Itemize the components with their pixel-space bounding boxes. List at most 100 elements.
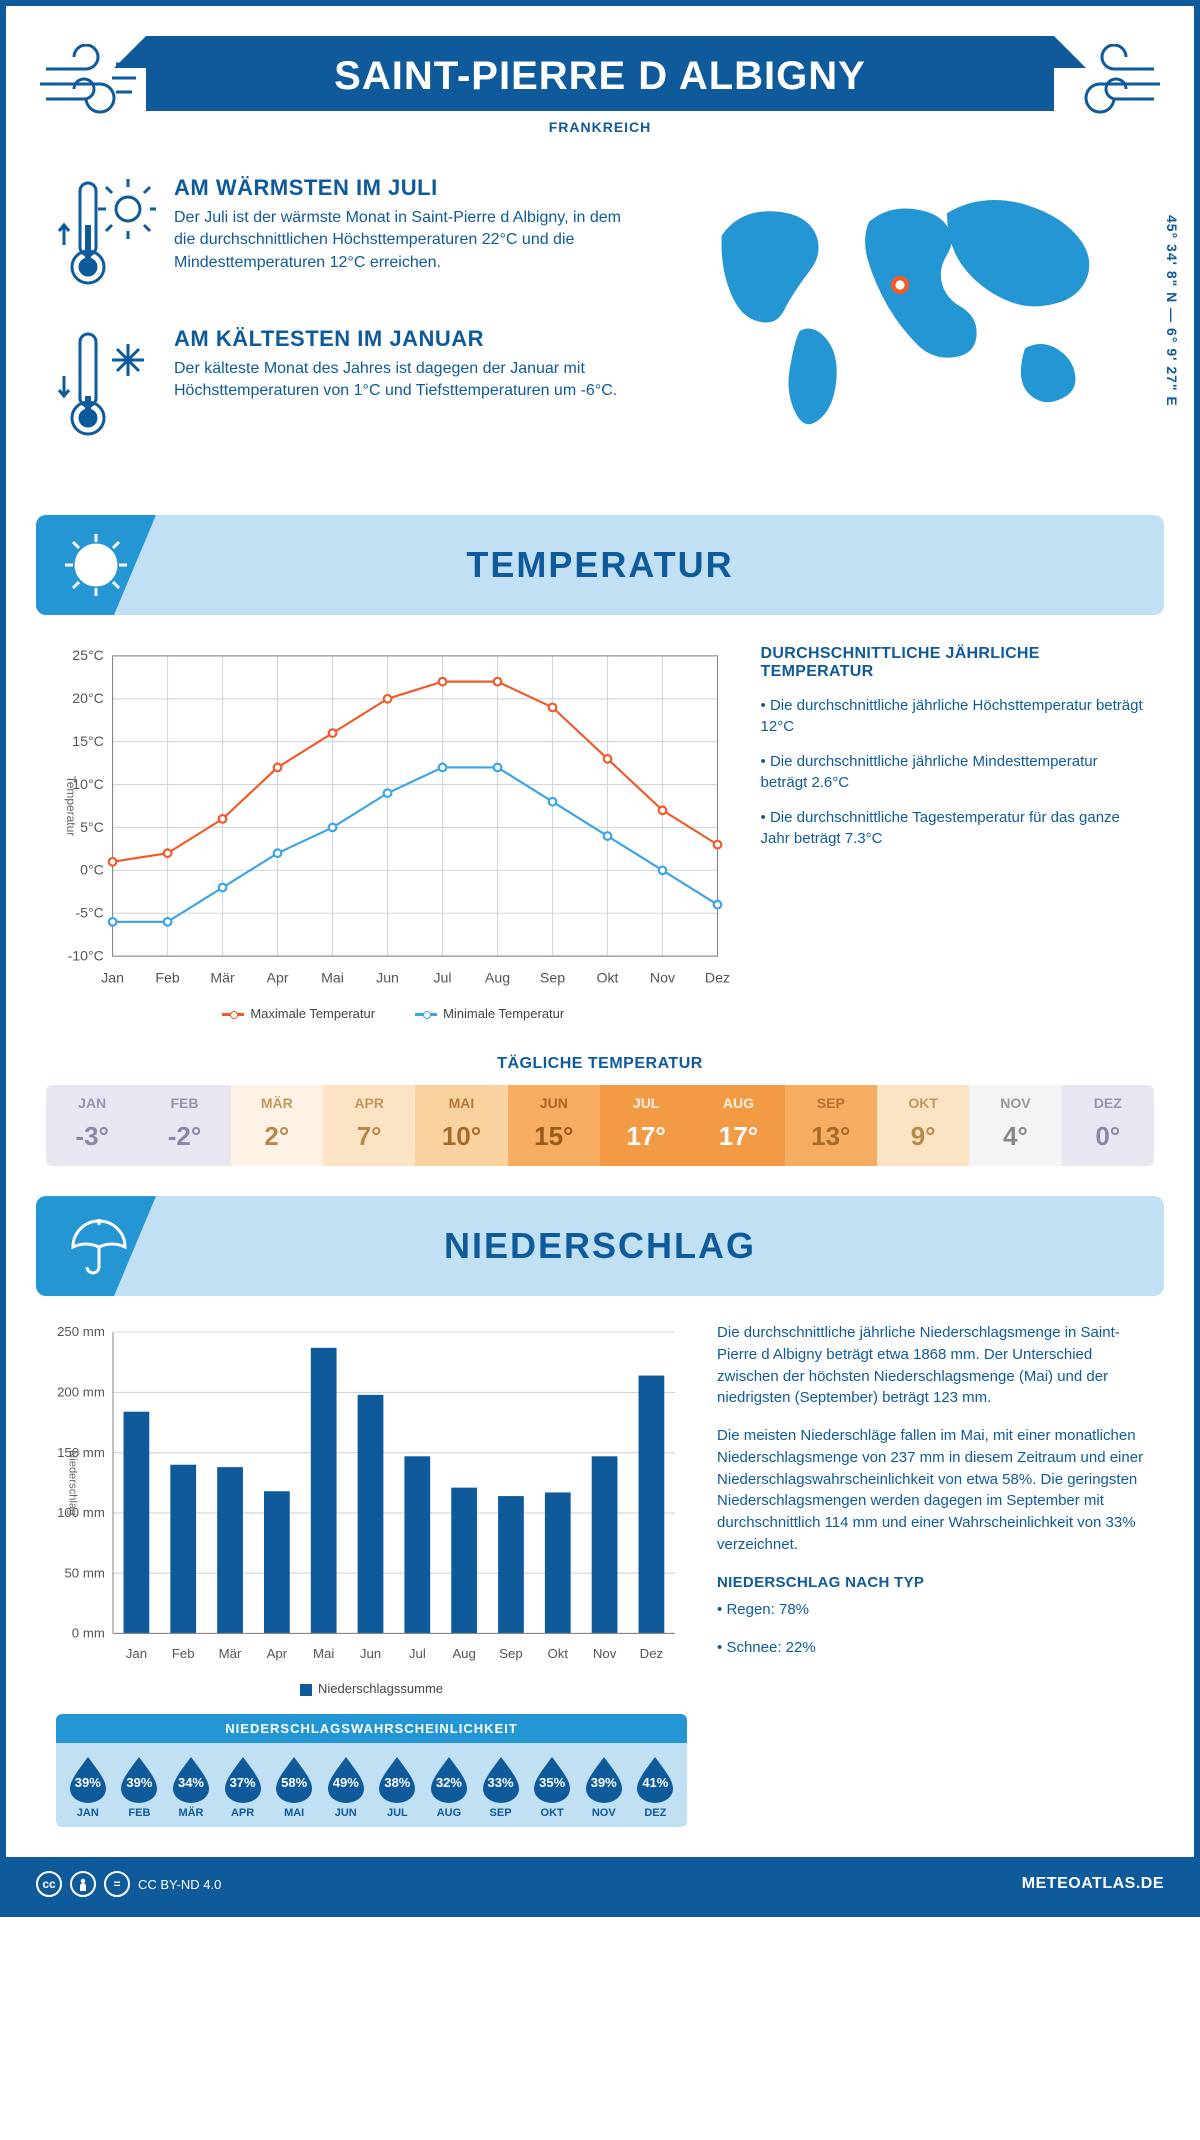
raindrop-icon: 58%: [272, 1755, 316, 1803]
daily-temp-title: TÄGLICHE TEMPERATUR: [6, 1055, 1194, 1073]
svg-text:Niederschlag: Niederschlag: [66, 1450, 78, 1515]
svg-text:Aug: Aug: [485, 969, 510, 985]
svg-text:Jan: Jan: [101, 969, 124, 985]
svg-text:Jul: Jul: [433, 969, 451, 985]
raindrop-icon: 34%: [169, 1755, 213, 1803]
svg-text:250 mm: 250 mm: [57, 1324, 105, 1339]
svg-text:Feb: Feb: [172, 1646, 195, 1661]
legend-precip-label: Niederschlagssumme: [318, 1681, 443, 1696]
prob-cell: 39% NOV: [578, 1755, 630, 1819]
svg-text:Jun: Jun: [360, 1646, 381, 1661]
precip-p1: Die durchschnittliche jährliche Niedersc…: [717, 1322, 1144, 1409]
precipitation-summary: Die durchschnittliche jährliche Niedersc…: [717, 1322, 1144, 1827]
temperature-legend: Maximale Temperatur Minimale Temperatur: [56, 1006, 731, 1021]
daily-cell: JUN15°: [508, 1085, 600, 1166]
fact-warmest-text: Der Juli ist der wärmste Monat in Saint-…: [174, 207, 633, 274]
country-label: FRANKREICH: [6, 119, 1194, 135]
raindrop-icon: 35%: [530, 1755, 574, 1803]
page-title: SAINT-PIERRE D ALBIGNY: [186, 54, 1014, 99]
precip-p2: Die meisten Niederschläge fallen im Mai,…: [717, 1425, 1144, 1556]
daily-cell: APR7°: [323, 1085, 415, 1166]
temperature-line-chart: -10°C-5°C0°C5°C10°C15°C20°C25°CJanFebMär…: [56, 645, 731, 1021]
prob-title: NIEDERSCHLAGSWAHRSCHEINLICHKEIT: [56, 1714, 687, 1743]
raindrop-icon: 39%: [66, 1755, 110, 1803]
raindrop-icon: 32%: [427, 1755, 471, 1803]
svg-text:0 mm: 0 mm: [72, 1626, 105, 1641]
daily-cell: JUL17°: [600, 1085, 692, 1166]
prob-cell: 39% JAN: [62, 1755, 114, 1819]
precip-probability-panel: NIEDERSCHLAGSWAHRSCHEINLICHKEIT 39% JAN …: [56, 1714, 687, 1827]
prob-cell: 58% MAI: [268, 1755, 320, 1819]
daily-cell: FEB-2°: [138, 1085, 230, 1166]
daily-cell: NOV4°: [969, 1085, 1061, 1166]
svg-text:Mär: Mär: [210, 969, 235, 985]
svg-text:Dez: Dez: [640, 1646, 664, 1661]
nd-icon: =: [104, 1871, 130, 1897]
temp-bullet-3: • Die durchschnittliche Tagestemperatur …: [761, 807, 1144, 849]
svg-text:15°C: 15°C: [72, 733, 104, 749]
svg-text:Okt: Okt: [597, 969, 619, 985]
fact-coldest: AM KÄLTESTEN IM JANUAR Der kälteste Mona…: [56, 326, 633, 451]
svg-text:Aug: Aug: [452, 1646, 476, 1661]
temp-bullet-2: • Die durchschnittliche jährliche Mindes…: [761, 751, 1144, 793]
svg-text:Sep: Sep: [540, 969, 565, 985]
prob-cell: 34% MÄR: [165, 1755, 217, 1819]
precipitation-bar-chart: 0 mm50 mm100 mm150 mm200 mm250 mmJanFebM…: [56, 1322, 687, 1827]
svg-text:Jan: Jan: [126, 1646, 147, 1661]
raindrop-icon: 41%: [633, 1755, 677, 1803]
prob-cell: 33% SEP: [475, 1755, 527, 1819]
daily-cell: SEP13°: [785, 1085, 877, 1166]
precip-type-b2: • Schnee: 22%: [717, 1637, 1144, 1659]
svg-text:Apr: Apr: [267, 969, 289, 985]
svg-text:0°C: 0°C: [80, 862, 104, 878]
precipitation-legend: Niederschlagssumme: [56, 1681, 687, 1696]
svg-text:Jun: Jun: [376, 969, 399, 985]
raindrop-icon: 39%: [582, 1755, 626, 1803]
fact-warmest-title: AM WÄRMSTEN IM JULI: [174, 175, 633, 201]
raindrop-icon: 39%: [117, 1755, 161, 1803]
svg-text:-5°C: -5°C: [75, 905, 103, 921]
svg-text:-10°C: -10°C: [68, 948, 104, 964]
raindrop-icon: 49%: [324, 1755, 368, 1803]
svg-text:Temperatur: Temperatur: [64, 776, 78, 836]
site-label: METEOATLAS.DE: [1022, 1875, 1164, 1893]
coordinates-label: 45° 34' 8" N — 6° 9' 27" E: [1164, 215, 1180, 407]
footer: cc = CC BY-ND 4.0 METEOATLAS.DE: [6, 1857, 1194, 1911]
svg-text:Sep: Sep: [499, 1646, 523, 1661]
prob-cell: 39% FEB: [114, 1755, 166, 1819]
daily-temp-grid: JAN-3°FEB-2°MÄR2°APR7°MAI10°JUN15°JUL17°…: [46, 1085, 1154, 1166]
daily-cell: MÄR2°: [231, 1085, 323, 1166]
svg-text:100 mm: 100 mm: [57, 1505, 105, 1520]
fact-coldest-text: Der kälteste Monat des Jahres ist dagege…: [174, 358, 633, 403]
raindrop-icon: 38%: [375, 1755, 419, 1803]
prob-cell: 37% APR: [217, 1755, 269, 1819]
fact-warmest: AM WÄRMSTEN IM JULI Der Juli ist der wär…: [56, 175, 633, 300]
precip-type-b1: • Regen: 78%: [717, 1599, 1144, 1621]
page: SAINT-PIERRE D ALBIGNY FRANKREICH AM WÄR…: [0, 0, 1200, 1917]
precip-type-heading: NIEDERSCHLAG NACH TYP: [717, 1572, 1144, 1594]
svg-text:Mai: Mai: [313, 1646, 334, 1661]
svg-text:5°C: 5°C: [80, 819, 104, 835]
svg-text:Feb: Feb: [155, 969, 179, 985]
prob-cell: 49% JUN: [320, 1755, 372, 1819]
prob-cell: 35% OKT: [526, 1755, 578, 1819]
fact-coldest-title: AM KÄLTESTEN IM JANUAR: [174, 326, 633, 352]
legend-min-label: Minimale Temperatur: [443, 1006, 564, 1021]
temp-summary-heading: DURCHSCHNITTLICHE JÄHRLICHE TEMPERATUR: [761, 645, 1144, 681]
svg-text:Mär: Mär: [219, 1646, 242, 1661]
cc-icon: cc: [36, 1871, 62, 1897]
daily-cell: JAN-3°: [46, 1085, 138, 1166]
svg-text:20°C: 20°C: [72, 690, 104, 706]
svg-text:Jul: Jul: [409, 1646, 426, 1661]
svg-text:Apr: Apr: [267, 1646, 288, 1661]
raindrop-icon: 33%: [479, 1755, 523, 1803]
section-title-temperature: TEMPERATUR: [36, 544, 1164, 586]
by-icon: [70, 1871, 96, 1897]
section-header-precipitation: NIEDERSCHLAG: [36, 1196, 1164, 1296]
svg-text:200 mm: 200 mm: [57, 1385, 105, 1400]
daily-cell: AUG17°: [692, 1085, 784, 1166]
svg-text:150 mm: 150 mm: [57, 1445, 105, 1460]
prob-cell: 32% AUG: [423, 1755, 475, 1819]
section-title-precipitation: NIEDERSCHLAG: [36, 1225, 1164, 1267]
svg-text:Nov: Nov: [650, 969, 676, 985]
